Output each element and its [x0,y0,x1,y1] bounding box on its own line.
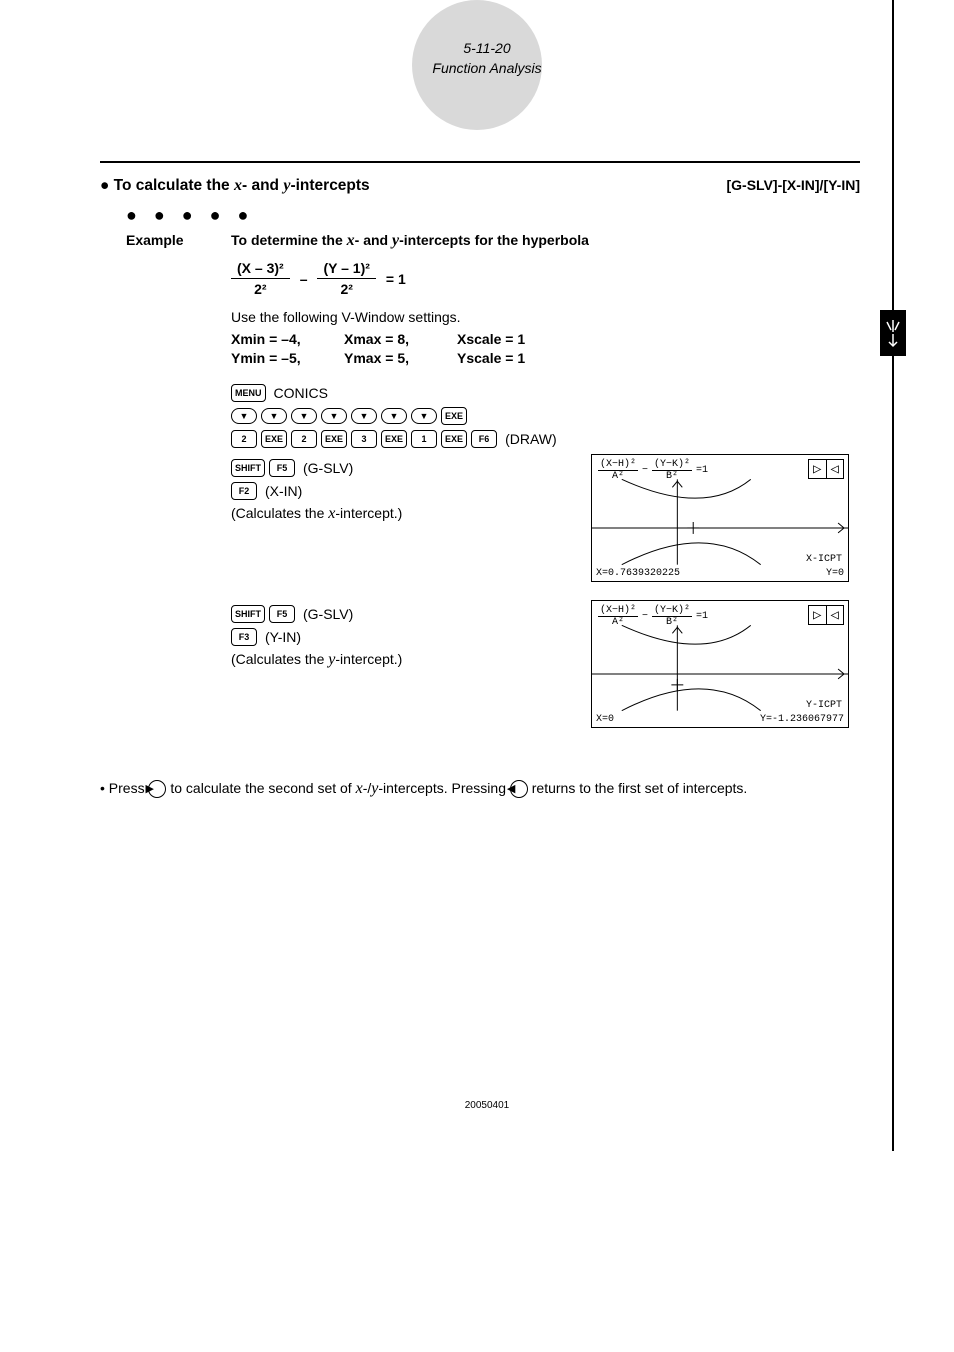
vwindow-intro: Use the following V-Window settings. [231,309,874,325]
left-arrow-icon: ◀ [510,780,528,798]
key-f5: F5 [269,605,295,623]
key-down: ▼ [411,408,437,424]
key-shift: SHIFT [231,459,265,477]
key-down: ▼ [351,408,377,424]
key-f3: F3 [231,628,257,646]
key-sequence-gslv-1: SHIFT F5 (G-SLV) [231,459,571,477]
page-title: Function Analysis [100,60,874,76]
footer-code: 20050401 [100,1100,874,1111]
key-sequence-cursor: ▼ ▼ ▼ ▼ ▼ ▼ ▼ EXE [231,407,874,425]
bottom-note: • Press ▶ to calculate the second set of… [100,778,874,800]
key-down: ▼ [231,408,257,424]
x-intercept-note: (Calculates the x-intercept.) [231,505,571,523]
section-divider [100,161,860,163]
key-f2: F2 [231,482,257,500]
key-f5: F5 [269,459,295,477]
key-1: 1 [411,430,437,448]
key-down: ▼ [381,408,407,424]
right-margin-line [892,0,894,1151]
key-down: ▼ [321,408,347,424]
key-exe: EXE [321,430,347,448]
key-exe: EXE [381,430,407,448]
bullet: ● [100,177,114,194]
calculator-screen-xint: (X−H)²A² − (Y−K)²B² =1 ▷◁ [591,454,849,582]
key-down: ▼ [261,408,287,424]
section-heading: ● To calculate the x- and y-intercepts [… [100,177,860,195]
key-menu: MENU [231,384,266,402]
key-down: ▼ [291,408,317,424]
side-tab-icon [880,310,906,356]
scroll-arrows-icon: ▷◁ [808,605,844,625]
menu-path: [G-SLV]-[X-IN]/[Y-IN] [727,177,861,193]
key-exe: EXE [441,430,467,448]
hyperbola-equation: (X – 3)²2² – (Y – 1)²2² = 1 [231,260,874,297]
calculator-screen-yint: (X−H)²A² − (Y−K)²B² =1 ▷◁ [591,600,849,728]
hyperbola-plot [592,479,848,565]
page-number: 5-11-20 [100,40,874,56]
example-marker-dots: ● ● ● ● ● [126,205,874,226]
key-exe: EXE [441,407,467,425]
key-sequence-xin: F2 (X-IN) [231,482,571,500]
key-sequence-yin: F3 (Y-IN) [231,628,571,646]
key-2: 2 [231,430,257,448]
key-3: 3 [351,430,377,448]
key-shift: SHIFT [231,605,265,623]
key-sequence-params: 2 EXE 2 EXE 3 EXE 1 EXE F6 (DRAW) [231,430,874,448]
example-label: Example [126,232,231,248]
y-intercept-note: (Calculates the y-intercept.) [231,651,571,669]
right-arrow-icon: ▶ [148,780,166,798]
hyperbola-plot [592,625,848,711]
vwindow-settings: Xmin = –4,Xmax = 8,Xscale = 1 Ymin = –5,… [231,331,874,366]
example-intro: To determine the x- and y-intercepts for… [231,232,874,250]
key-sequence-gslv-2: SHIFT F5 (G-SLV) [231,605,571,623]
key-exe: EXE [261,430,287,448]
key-f6: F6 [471,430,497,448]
key-sequence-menu: MENU CONICS [231,384,874,402]
key-2: 2 [291,430,317,448]
scroll-arrows-icon: ▷◁ [808,459,844,479]
